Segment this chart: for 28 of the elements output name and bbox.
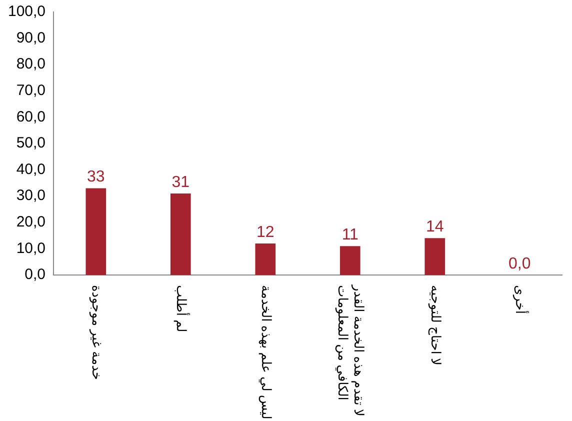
y-tick-label: 20,0 [16,214,46,231]
x-tick-label: أخرى [512,285,530,314]
data-label: 0,0 [508,255,531,272]
y-tick-label: 10,0 [16,240,46,257]
bar [255,243,276,275]
y-tick-label: 60,0 [16,108,46,126]
y-tick-label: 90,0 [16,29,46,46]
data-label: 11 [342,226,359,244]
data-label: 12 [256,224,274,241]
y-tick-label: 100,0 [8,3,46,20]
y-tick-label: 50,0 [16,134,46,152]
x-tick-label: لم أطلب [173,285,190,332]
y-tick-label: 30,0 [16,187,46,204]
data-label: 14 [426,218,444,236]
bar [340,246,360,275]
bar [86,188,106,275]
bar [424,238,446,275]
data-label: 33 [87,168,105,186]
x-tick-label: خدمة غير موجودة [88,285,104,380]
x-tick-label: ليس لي علم بهذه الخدمة [258,285,274,420]
x-tick-label: لا تقدم هذه الخدمة القدر الكافي من المعلومات [334,284,367,416]
data-label: 31 [172,174,190,191]
y-tick-label: 40,0 [16,160,46,178]
y-tick-label: 0,0 [24,266,46,284]
x-tick-label: لا احتاج للتوجيه [427,285,444,366]
bar [170,193,191,275]
y-tick-label: 80,0 [16,56,46,73]
y-tick-label: 70,0 [16,82,46,100]
